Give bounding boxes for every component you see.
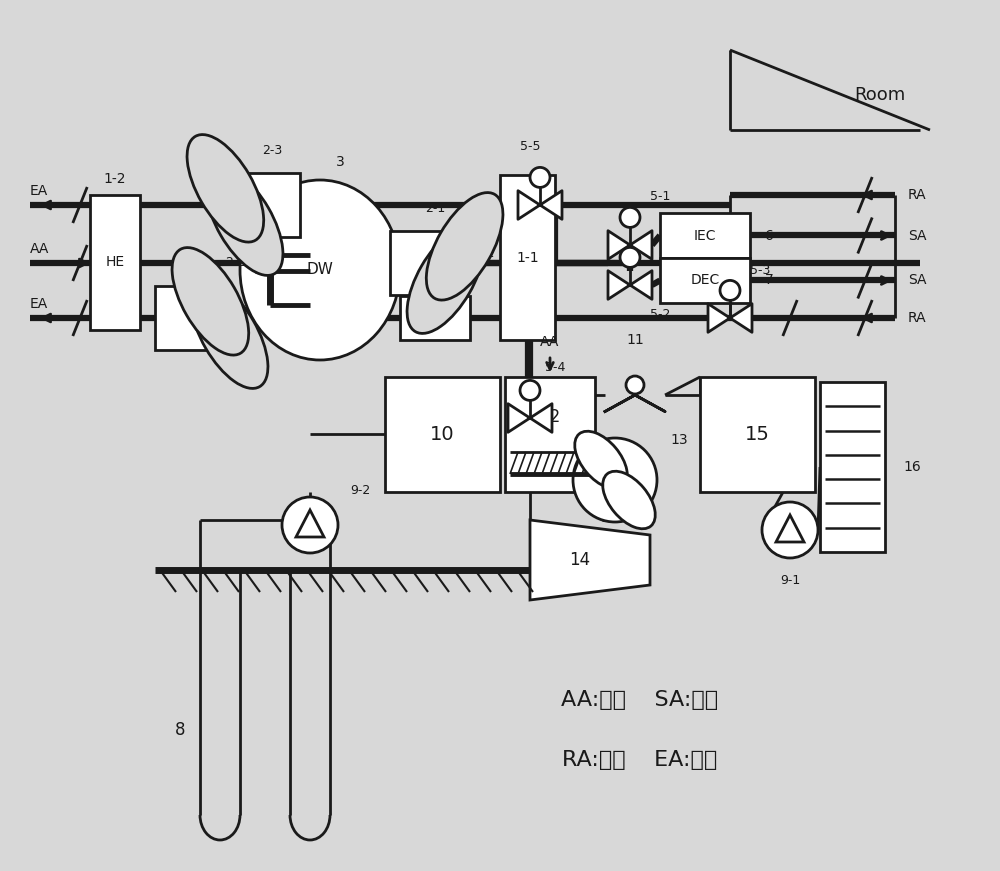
Text: 11: 11 — [626, 333, 644, 347]
Polygon shape — [540, 191, 562, 219]
Polygon shape — [730, 304, 752, 333]
Text: 5-1: 5-1 — [650, 191, 670, 204]
Text: 10: 10 — [430, 425, 455, 444]
Text: 5-3: 5-3 — [750, 264, 770, 276]
Bar — [660, 213, 750, 258]
Text: SA: SA — [908, 273, 926, 287]
Bar — [820, 382, 885, 552]
Text: RA:回风    EA:排风: RA:回风 EA:排风 — [562, 750, 718, 770]
Text: 3: 3 — [336, 155, 344, 169]
Bar — [385, 377, 500, 492]
Ellipse shape — [240, 180, 400, 360]
Polygon shape — [508, 403, 530, 432]
Ellipse shape — [191, 281, 268, 388]
Text: 2-3: 2-3 — [262, 144, 282, 157]
Text: AA:新风    SA:送风: AA:新风 SA:送风 — [561, 690, 719, 710]
Bar — [505, 377, 595, 492]
Text: 1-2: 1-2 — [104, 172, 126, 186]
Polygon shape — [708, 304, 730, 333]
Circle shape — [620, 207, 640, 227]
Polygon shape — [605, 395, 665, 411]
Polygon shape — [518, 191, 540, 219]
Bar — [400, 296, 470, 340]
Text: DEC: DEC — [690, 273, 720, 287]
Bar — [245, 173, 300, 237]
Text: IEC: IEC — [694, 228, 716, 242]
Ellipse shape — [575, 431, 627, 489]
Text: EA: EA — [30, 297, 48, 311]
Polygon shape — [630, 231, 652, 260]
Text: 15: 15 — [745, 425, 770, 444]
Bar — [155, 286, 210, 350]
Text: SA: SA — [908, 228, 926, 242]
Ellipse shape — [407, 226, 484, 334]
Text: 5-2: 5-2 — [650, 308, 670, 321]
Bar — [500, 175, 555, 340]
Text: 7: 7 — [765, 273, 774, 287]
Text: 5-4: 5-4 — [545, 361, 565, 375]
Polygon shape — [296, 510, 324, 537]
Circle shape — [282, 497, 338, 553]
Ellipse shape — [187, 135, 264, 242]
Text: HE: HE — [105, 255, 125, 269]
Text: 4: 4 — [431, 273, 439, 287]
Text: HE: HE — [478, 251, 495, 264]
Text: 2-1: 2-1 — [425, 201, 445, 214]
Text: 14: 14 — [569, 551, 591, 569]
Text: 9-2: 9-2 — [350, 483, 370, 496]
Text: 1-1: 1-1 — [516, 251, 539, 265]
Bar — [660, 258, 750, 303]
Text: DW: DW — [307, 262, 333, 278]
Circle shape — [720, 280, 740, 300]
Circle shape — [620, 247, 640, 267]
Polygon shape — [776, 515, 804, 542]
Text: EA: EA — [30, 184, 48, 198]
Text: 6: 6 — [765, 228, 774, 242]
Text: HS: HS — [425, 311, 445, 325]
Text: 2-2: 2-2 — [225, 256, 245, 269]
Bar — [390, 231, 445, 295]
Polygon shape — [608, 231, 630, 260]
Bar — [700, 377, 815, 492]
Circle shape — [762, 502, 818, 558]
Circle shape — [520, 381, 540, 401]
Ellipse shape — [426, 192, 503, 300]
Polygon shape — [530, 403, 552, 432]
Text: RA: RA — [908, 188, 927, 202]
Text: RA: RA — [908, 311, 927, 325]
Text: 13: 13 — [670, 433, 688, 447]
Circle shape — [530, 167, 550, 187]
Ellipse shape — [206, 168, 283, 275]
Text: AA: AA — [540, 335, 560, 349]
Ellipse shape — [172, 247, 249, 355]
Text: 9-1: 9-1 — [780, 573, 800, 586]
Text: Room: Room — [854, 86, 906, 104]
Text: 5-5: 5-5 — [520, 140, 540, 153]
Polygon shape — [630, 271, 652, 300]
Circle shape — [573, 438, 657, 522]
Bar — [90, 195, 140, 330]
Text: 16: 16 — [903, 460, 921, 474]
Text: 12: 12 — [539, 408, 561, 426]
Text: AA: AA — [30, 242, 49, 256]
Polygon shape — [530, 520, 650, 600]
Ellipse shape — [603, 471, 655, 529]
Text: 8: 8 — [175, 721, 186, 739]
Polygon shape — [608, 271, 630, 300]
Circle shape — [626, 376, 644, 394]
